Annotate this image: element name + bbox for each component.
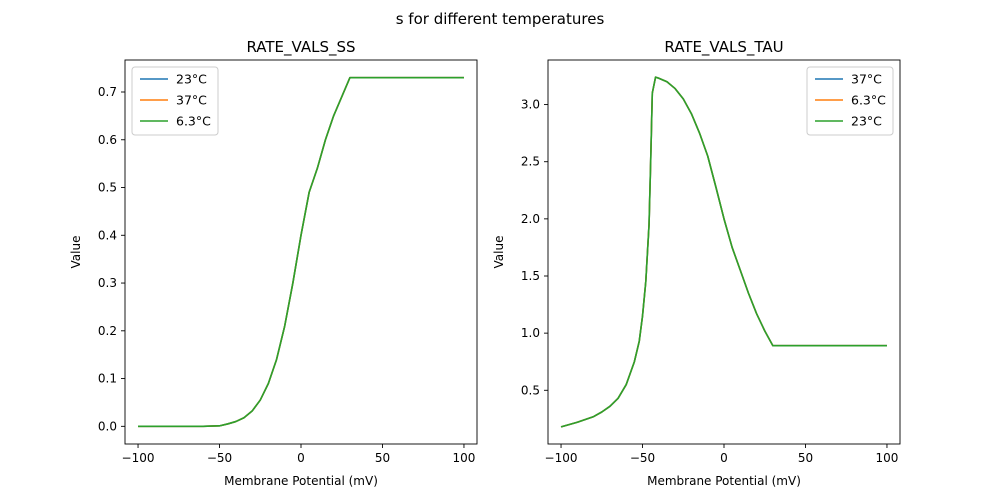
legend-entry-label: 23°C bbox=[176, 72, 207, 87]
y-axis-label: Value bbox=[492, 236, 506, 269]
series-lines bbox=[560, 76, 887, 428]
chart-panels: RATE_VALS_SS −100 −50 0 50 100 0.0 0.1 0.2 0.3 0.4… bbox=[69, 38, 901, 488]
legend-entry-label: 37°C bbox=[176, 93, 207, 108]
legend-box bbox=[806, 66, 894, 136]
legend-box bbox=[131, 66, 219, 136]
x-tick-label: −50 bbox=[630, 451, 655, 465]
y-tick-label: 0.5 bbox=[98, 181, 117, 195]
y-tick-label: 0.2 bbox=[98, 324, 117, 338]
x-tick-label: 0 bbox=[720, 451, 728, 465]
figure-suptitle: s for different temperatures bbox=[396, 10, 605, 28]
chart-panel-2: RATE_VALS_TAU −100 −50 0 50 100 0.5 1.0 1.5 2.0 2.… bbox=[492, 38, 901, 488]
y-tick-label: 1.5 bbox=[521, 269, 540, 283]
x-tick-label: −100 bbox=[545, 451, 578, 465]
chart-panel-1: RATE_VALS_SS −100 −50 0 50 100 0.0 0.1 0.2 0.3 0.4… bbox=[69, 38, 478, 488]
x-axis-label: Membrane Potential (mV) bbox=[224, 474, 378, 488]
x-axis-label: Membrane Potential (mV) bbox=[647, 474, 801, 488]
y-tick-label: 2.0 bbox=[521, 212, 540, 226]
y-tick-label: 0.3 bbox=[98, 276, 117, 290]
x-tick-label: 100 bbox=[876, 451, 899, 465]
x-tick-label: 0 bbox=[297, 451, 305, 465]
series-lines bbox=[138, 76, 464, 428]
legend-entry-label: 6.3°C bbox=[176, 114, 211, 129]
y-tick-label: 2.5 bbox=[521, 155, 540, 169]
y-tick-label: 0.5 bbox=[521, 383, 540, 397]
legend-entry-label: 6.3°C bbox=[851, 93, 886, 108]
y-tick-label: 0.0 bbox=[98, 419, 117, 433]
y-tick-label: 0.1 bbox=[98, 372, 117, 386]
y-tick-label: 0.6 bbox=[98, 133, 117, 147]
chart-title: RATE_VALS_SS bbox=[246, 38, 355, 57]
y-axis-label: Value bbox=[69, 236, 83, 269]
y-tick-label: 0.4 bbox=[98, 228, 117, 242]
legend-entry-label: 37°C bbox=[851, 72, 882, 87]
legend-entry-label: 23°C bbox=[851, 114, 882, 129]
x-tick-label: 100 bbox=[453, 451, 476, 465]
y-tick-label: 1.0 bbox=[521, 326, 540, 340]
x-tick-label: 50 bbox=[375, 451, 390, 465]
y-tick-label: 0.7 bbox=[98, 85, 117, 99]
y-tick-label: 3.0 bbox=[521, 98, 540, 112]
x-tick-label: −50 bbox=[207, 451, 232, 465]
legend: 37°C 6.3°C 23°C bbox=[806, 66, 894, 136]
legend: 23°C 37°C 6.3°C bbox=[131, 66, 219, 136]
x-tick-label: −100 bbox=[122, 451, 155, 465]
chart-title: RATE_VALS_TAU bbox=[664, 38, 783, 57]
series-line-3 bbox=[560, 76, 887, 428]
x-tick-label: 50 bbox=[798, 451, 813, 465]
series-line-3 bbox=[138, 76, 464, 428]
